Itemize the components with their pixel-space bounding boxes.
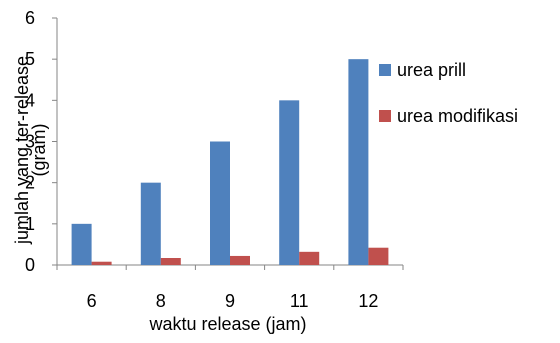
- y-tick-label: 6: [25, 8, 35, 28]
- legend-swatch: [379, 64, 391, 76]
- bar: [299, 251, 320, 265]
- x-tick-label: 12: [358, 291, 378, 311]
- x-tick-label: 8: [156, 291, 166, 311]
- x-tick-label: 9: [225, 291, 235, 311]
- y-tick-label: 0: [25, 255, 35, 275]
- legend-label: urea prill: [397, 60, 466, 80]
- bars: [71, 59, 389, 265]
- bar: [71, 223, 92, 265]
- bar: [91, 261, 112, 265]
- x-axis-ticks: 6 8 9 11 12: [56, 265, 404, 311]
- y-tick-label: 1: [25, 214, 35, 234]
- legend-swatch: [379, 110, 391, 122]
- bar: [368, 247, 389, 265]
- legend-label: urea modifikasi: [397, 106, 518, 126]
- legend: urea prill urea modifikasi: [379, 60, 518, 126]
- y-axis-label-line2: (gram): [29, 124, 49, 177]
- y-axis-ticks: 0 1 2 3 4 5 6: [25, 8, 57, 275]
- bar: [230, 255, 250, 265]
- bar: [279, 100, 300, 265]
- bar: [140, 182, 161, 265]
- y-tick-label: 5: [25, 49, 35, 69]
- x-axis-label: waktu release (jam): [148, 314, 306, 334]
- x-tick-label: 11: [290, 291, 309, 311]
- y-tick-label: 3: [25, 132, 35, 152]
- y-tick-label: 2: [25, 173, 35, 193]
- x-tick-label: 6: [87, 291, 97, 311]
- bar: [160, 258, 181, 265]
- y-axis-label-line1: jumlah yang ter-release: [12, 56, 32, 245]
- bar: [348, 59, 369, 265]
- bar: [210, 141, 230, 265]
- y-tick-label: 4: [25, 90, 35, 110]
- y-axis-label: jumlah yang ter-release (gram): [12, 56, 49, 245]
